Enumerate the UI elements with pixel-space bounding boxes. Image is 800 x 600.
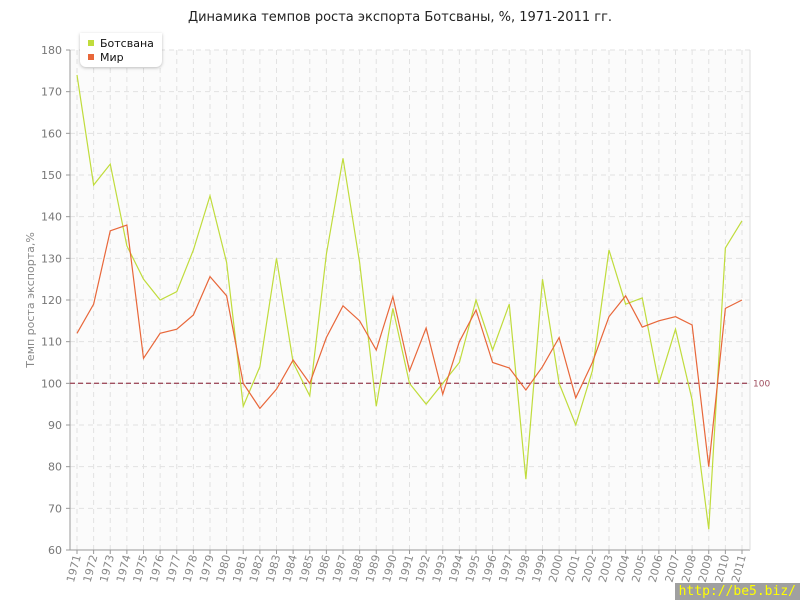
legend-item: Мир <box>88 50 154 64</box>
chart-title: Динамика темпов роста экспорта Ботсваны,… <box>187 10 613 25</box>
y-tick-label: 90 <box>48 419 62 432</box>
y-tick-label: 110 <box>41 336 62 349</box>
y-axis-label: Темп роста экспорта,% <box>24 232 37 369</box>
legend-swatch <box>88 40 94 46</box>
x-tick-label: 2011 <box>729 553 749 583</box>
legend-item: Ботсвана <box>88 36 154 50</box>
reference-line-label: 100 <box>753 379 770 389</box>
y-tick-label: 70 <box>48 502 62 515</box>
y-tick-label: 130 <box>41 252 62 265</box>
y-tick-label: 100 <box>41 377 62 390</box>
legend: Ботсвана Мир <box>80 33 162 67</box>
legend-swatch <box>88 54 94 60</box>
y-tick-label: 60 <box>48 544 62 557</box>
y-tick-label: 80 <box>48 461 62 474</box>
y-tick-label: 120 <box>41 294 62 307</box>
legend-label: Ботсвана <box>100 36 154 50</box>
y-tick-label: 170 <box>41 86 62 99</box>
y-tick-label: 180 <box>41 44 62 57</box>
series-line-world <box>76 224 743 467</box>
y-tick-label: 140 <box>41 211 62 224</box>
series-line-botswana <box>76 74 743 530</box>
y-tick-label: 150 <box>41 169 62 182</box>
legend-label: Мир <box>100 50 124 64</box>
watermark-link[interactable]: http://be5.biz/ <box>674 583 800 600</box>
y-tick-label: 160 <box>41 127 62 140</box>
